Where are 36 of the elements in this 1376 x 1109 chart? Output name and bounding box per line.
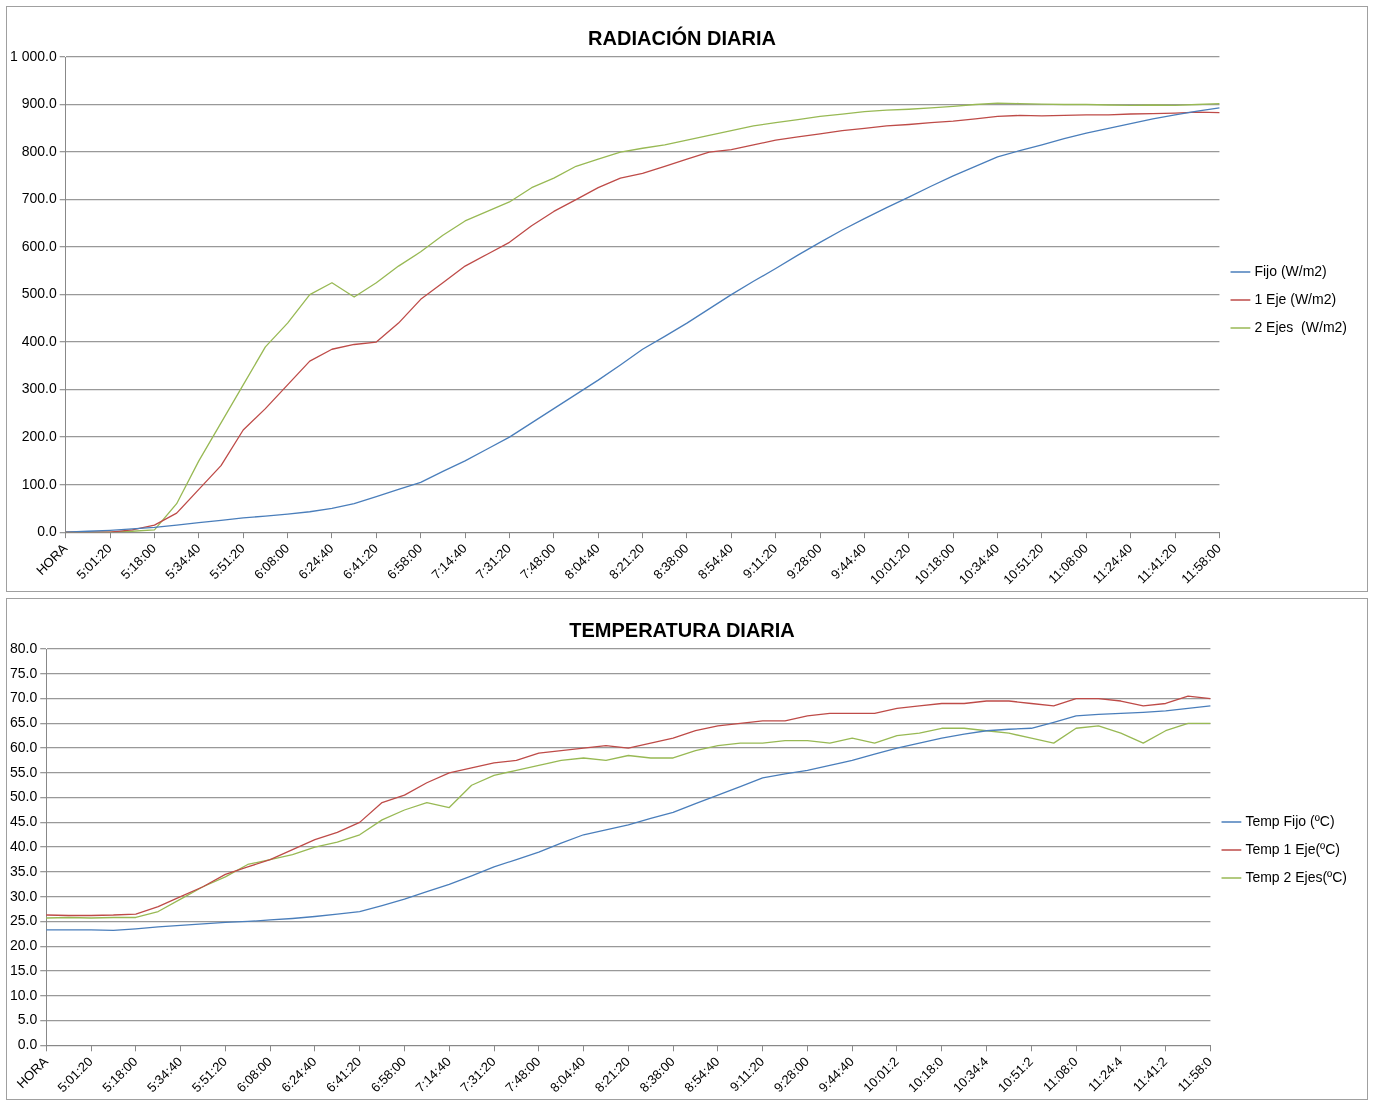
y-tick-label: 100.0 <box>21 475 57 492</box>
y-tick-label: 15.0 <box>10 961 38 978</box>
y-tick-label: 700.0 <box>21 190 57 207</box>
y-tick-label: 600.0 <box>21 237 57 254</box>
legend-label: 1 Eje (W/m2) <box>1254 290 1337 307</box>
y-tick-label: 1 000.0 <box>9 47 57 64</box>
y-tick-label: 35.0 <box>10 862 38 879</box>
y-tick-label: 10.0 <box>10 986 38 1003</box>
legend-label: Fijo (W/m2) <box>1254 262 1327 279</box>
y-tick-label: 0.0 <box>17 1036 38 1053</box>
y-tick-label: 30.0 <box>10 887 38 904</box>
y-tick-label: 40.0 <box>10 838 38 855</box>
chart-title: TEMPERATURA DIARIA <box>569 618 795 641</box>
y-tick-label: 200.0 <box>21 428 57 445</box>
chart-title: RADIACIÓN DIARIA <box>588 25 776 49</box>
y-tick-label: 20.0 <box>10 937 38 954</box>
y-tick-label: 0.0 <box>37 523 57 540</box>
y-tick-label: 300.0 <box>21 380 57 397</box>
y-tick-label: 45.0 <box>10 813 38 830</box>
y-tick-label: 60.0 <box>10 738 38 755</box>
y-tick-label: 70.0 <box>10 689 38 706</box>
y-tick-label: 5.0 <box>17 1011 38 1028</box>
legend-label: Temp Fijo (ºC) <box>1245 812 1335 829</box>
y-tick-label: 500.0 <box>21 285 57 302</box>
y-tick-label: 55.0 <box>10 763 38 780</box>
y-tick-label: 800.0 <box>21 142 57 159</box>
y-tick-label: 50.0 <box>10 788 38 805</box>
legend-label: 2 Ejes (W/m2) <box>1254 318 1348 335</box>
legend-label: Temp 2 Ejes(ºC) <box>1245 868 1348 885</box>
y-tick-label: 65.0 <box>10 714 38 731</box>
y-tick-label: 25.0 <box>10 912 38 929</box>
y-tick-label: 75.0 <box>10 664 38 681</box>
y-tick-label: 80.0 <box>10 639 38 656</box>
legend-label: Temp 1 Eje(ºC) <box>1245 840 1341 857</box>
y-tick-label: 400.0 <box>21 332 57 349</box>
y-tick-label: 900.0 <box>21 95 57 112</box>
